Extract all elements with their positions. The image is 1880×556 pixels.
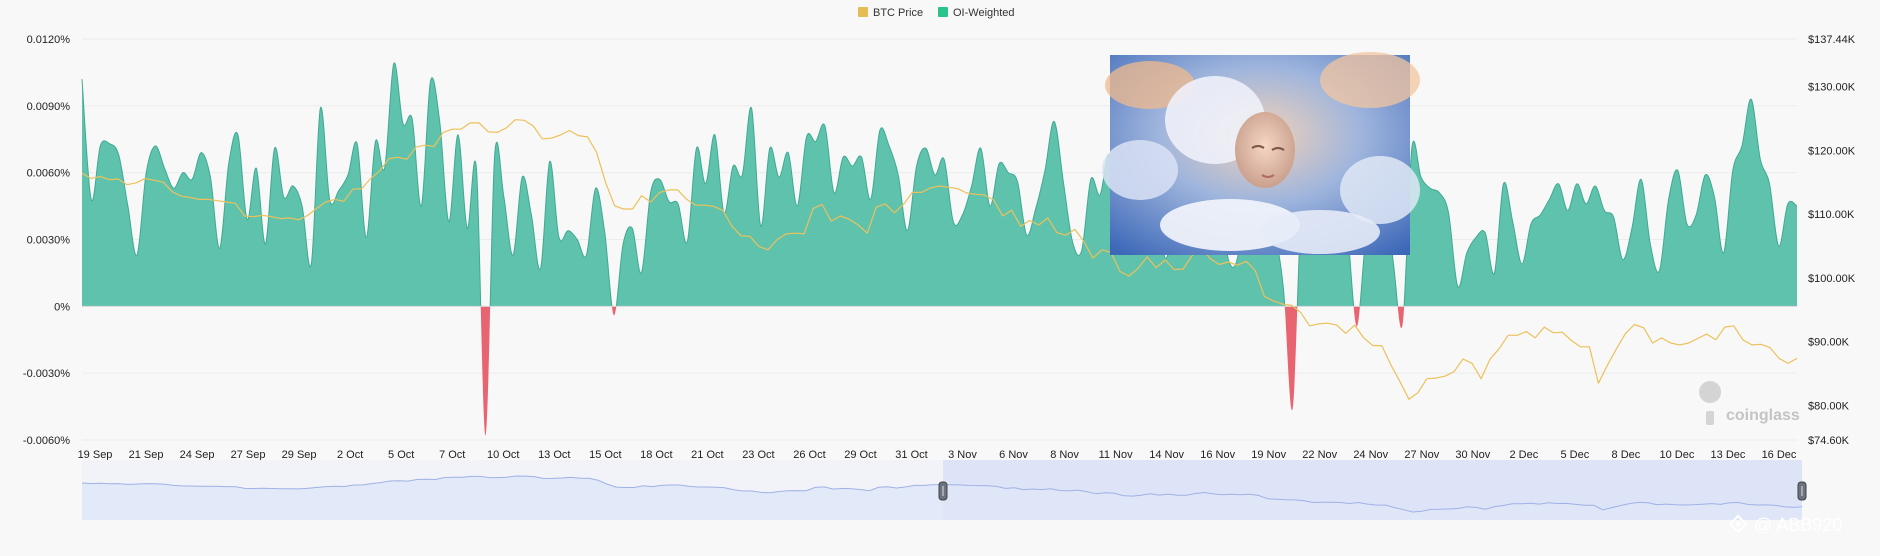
x-tick-label: 7 Oct: [439, 449, 465, 461]
right-tick-label: $90.00K: [1808, 337, 1850, 349]
x-tick-label: 27 Nov: [1404, 449, 1439, 461]
right-tick-label: $80.00K: [1808, 401, 1850, 413]
right-tick-label: $130.00K: [1808, 81, 1856, 93]
oi-outline: [81, 62, 1798, 307]
left-tick-label: 0.0030%: [27, 235, 71, 247]
x-tick-label: 14 Nov: [1149, 449, 1184, 461]
x-tick-label: 23 Oct: [742, 449, 774, 461]
overlay-cloud-portrait-image: [1102, 52, 1420, 255]
x-tick-label: 10 Dec: [1660, 449, 1695, 461]
x-tick-label: 10 Oct: [487, 449, 519, 461]
x-tick-label: 29 Sep: [282, 449, 317, 461]
left-tick-label: -0.0060%: [23, 435, 70, 447]
right-y-axis: $137.44K $130.00K $120.00K $110.00K $100.00K…: [1808, 34, 1856, 447]
range-navigator[interactable]: [81, 460, 1807, 520]
binance-logo-icon: [1728, 514, 1748, 534]
watermark-text: coinglass: [1726, 407, 1800, 424]
left-tick-label: 0%: [54, 301, 70, 313]
btc-price-series: [81, 119, 1798, 400]
x-tick-label: 2 Oct: [337, 449, 363, 461]
x-tick-label: 22 Nov: [1302, 449, 1337, 461]
legend-item-oi-weighted[interactable]: OI-Weighted: [938, 7, 1015, 19]
left-tick-label: 0.0090%: [27, 101, 71, 113]
x-tick-label: 8 Nov: [1050, 449, 1079, 461]
left-tick-label: 0.0060%: [27, 168, 71, 180]
x-tick-label: 16 Dec: [1762, 449, 1797, 461]
x-tick-label: 5 Dec: [1561, 449, 1590, 461]
x-tick-label: 21 Sep: [129, 449, 164, 461]
legend-swatch-btc-price: [858, 7, 868, 17]
coinglass-watermark: coinglass: [1699, 381, 1800, 425]
x-tick-label: 24 Nov: [1353, 449, 1388, 461]
right-tick-label: $74.60K: [1808, 435, 1850, 447]
legend-item-btc-price[interactable]: BTC Price: [858, 7, 923, 19]
x-tick-label: 19 Nov: [1251, 449, 1286, 461]
legend-label-oi-weighted: OI-Weighted: [953, 7, 1015, 19]
x-tick-label: 11 Nov: [1099, 449, 1134, 461]
x-tick-label: 16 Nov: [1200, 449, 1235, 461]
x-tick-label: 30 Nov: [1455, 449, 1490, 461]
x-tick-label: 18 Oct: [640, 449, 672, 461]
coinglass-logo-icon: [1699, 381, 1722, 425]
author-credit: @ ABB920: [1728, 514, 1842, 535]
right-tick-label: $137.44K: [1808, 34, 1856, 46]
x-tick-label: 21 Oct: [691, 449, 723, 461]
navigator-left-handle[interactable]: [938, 481, 948, 501]
credit-text: @ ABB920: [1754, 515, 1842, 535]
right-tick-label: $120.00K: [1808, 145, 1856, 157]
x-tick-label: 5 Oct: [388, 449, 414, 461]
x-tick-label: 29 Oct: [844, 449, 876, 461]
legend-label-btc-price: BTC Price: [873, 7, 923, 19]
x-tick-label: 13 Dec: [1711, 449, 1746, 461]
left-tick-label: -0.0030%: [23, 368, 70, 380]
legend-swatch-oi-weighted: [938, 7, 948, 17]
x-tick-label: 8 Dec: [1612, 449, 1641, 461]
x-tick-label: 13 Oct: [538, 449, 570, 461]
navigator-right-handle[interactable]: [1797, 481, 1807, 501]
right-tick-label: $100.00K: [1808, 273, 1856, 285]
x-tick-label: 15 Oct: [589, 449, 621, 461]
x-tick-label: 2 Dec: [1509, 449, 1538, 461]
btc-price-line: [81, 119, 1798, 400]
legend: BTC Price OI-Weighted: [858, 7, 1015, 19]
left-y-axis: 0.0120% 0.0090% 0.0060% 0.0030% 0% -0.0030% -0…: [23, 34, 70, 447]
x-tick-label: 27 Sep: [231, 449, 266, 461]
x-axis: 19 Sep 21 Sep 24 Sep 27 Sep 29 Sep 2 Oct 5 Oct…: [78, 449, 1797, 461]
x-tick-label: 19 Sep: [78, 449, 113, 461]
left-tick-label: 0.0120%: [27, 34, 71, 46]
x-tick-label: 6 Nov: [999, 449, 1028, 461]
x-tick-label: 31 Oct: [895, 449, 927, 461]
x-tick-label: 26 Oct: [793, 449, 825, 461]
x-tick-label: 24 Sep: [180, 449, 215, 461]
right-tick-label: $110.00K: [1808, 209, 1855, 221]
x-tick-label: 3 Nov: [948, 449, 977, 461]
